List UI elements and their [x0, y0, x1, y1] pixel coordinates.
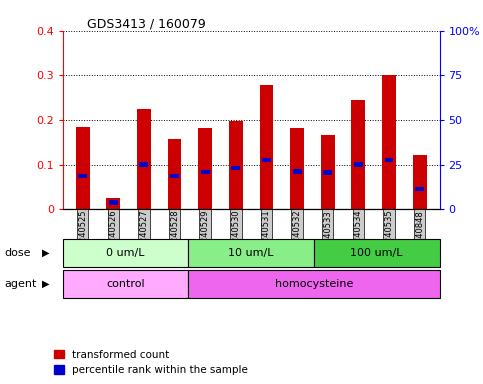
Bar: [413, 155, 426, 209]
Bar: [63, 239, 188, 267]
Text: 0 um/L: 0 um/L: [106, 248, 145, 258]
Bar: [314, 239, 440, 267]
Text: GSM240534: GSM240534: [354, 210, 363, 260]
Text: GSM240530: GSM240530: [231, 210, 241, 260]
Bar: [109, 200, 118, 205]
Bar: [354, 162, 363, 167]
Text: GSM240529: GSM240529: [201, 210, 210, 260]
Bar: [382, 75, 396, 209]
Legend: transformed count, percentile rank within the sample: transformed count, percentile rank withi…: [54, 350, 248, 375]
Bar: [231, 166, 241, 170]
Text: GSM240526: GSM240526: [109, 210, 118, 260]
Bar: [201, 170, 210, 174]
Bar: [229, 121, 243, 209]
Bar: [352, 100, 365, 209]
Bar: [321, 135, 335, 209]
Text: GSM240535: GSM240535: [384, 210, 394, 260]
Text: GDS3413 / 160079: GDS3413 / 160079: [87, 17, 206, 30]
Text: GSM240531: GSM240531: [262, 210, 271, 260]
Bar: [140, 162, 148, 167]
Text: GSM240527: GSM240527: [140, 210, 148, 260]
Bar: [188, 270, 440, 298]
Text: ▶: ▶: [42, 279, 50, 289]
Text: homocysteine: homocysteine: [275, 279, 353, 289]
Bar: [259, 85, 273, 209]
Bar: [323, 170, 332, 175]
Text: GSM240525: GSM240525: [78, 210, 87, 260]
Bar: [262, 158, 271, 162]
Text: GSM240533: GSM240533: [323, 210, 332, 261]
Text: control: control: [106, 279, 145, 289]
Bar: [384, 158, 394, 162]
Text: GSM240528: GSM240528: [170, 210, 179, 260]
Bar: [170, 174, 179, 178]
Bar: [76, 127, 89, 209]
Bar: [199, 128, 212, 209]
Text: ▶: ▶: [42, 248, 50, 258]
Text: agent: agent: [5, 279, 37, 289]
Text: GSM240848: GSM240848: [415, 210, 424, 261]
Bar: [63, 270, 188, 298]
Text: 10 um/L: 10 um/L: [228, 248, 274, 258]
Bar: [137, 109, 151, 209]
Text: 100 um/L: 100 um/L: [351, 248, 403, 258]
Text: dose: dose: [5, 248, 31, 258]
Bar: [168, 139, 182, 209]
Bar: [290, 127, 304, 209]
Text: GSM240532: GSM240532: [293, 210, 301, 260]
Bar: [78, 174, 87, 178]
Bar: [293, 169, 301, 174]
Bar: [415, 187, 424, 192]
Bar: [188, 239, 314, 267]
Bar: [106, 198, 120, 209]
